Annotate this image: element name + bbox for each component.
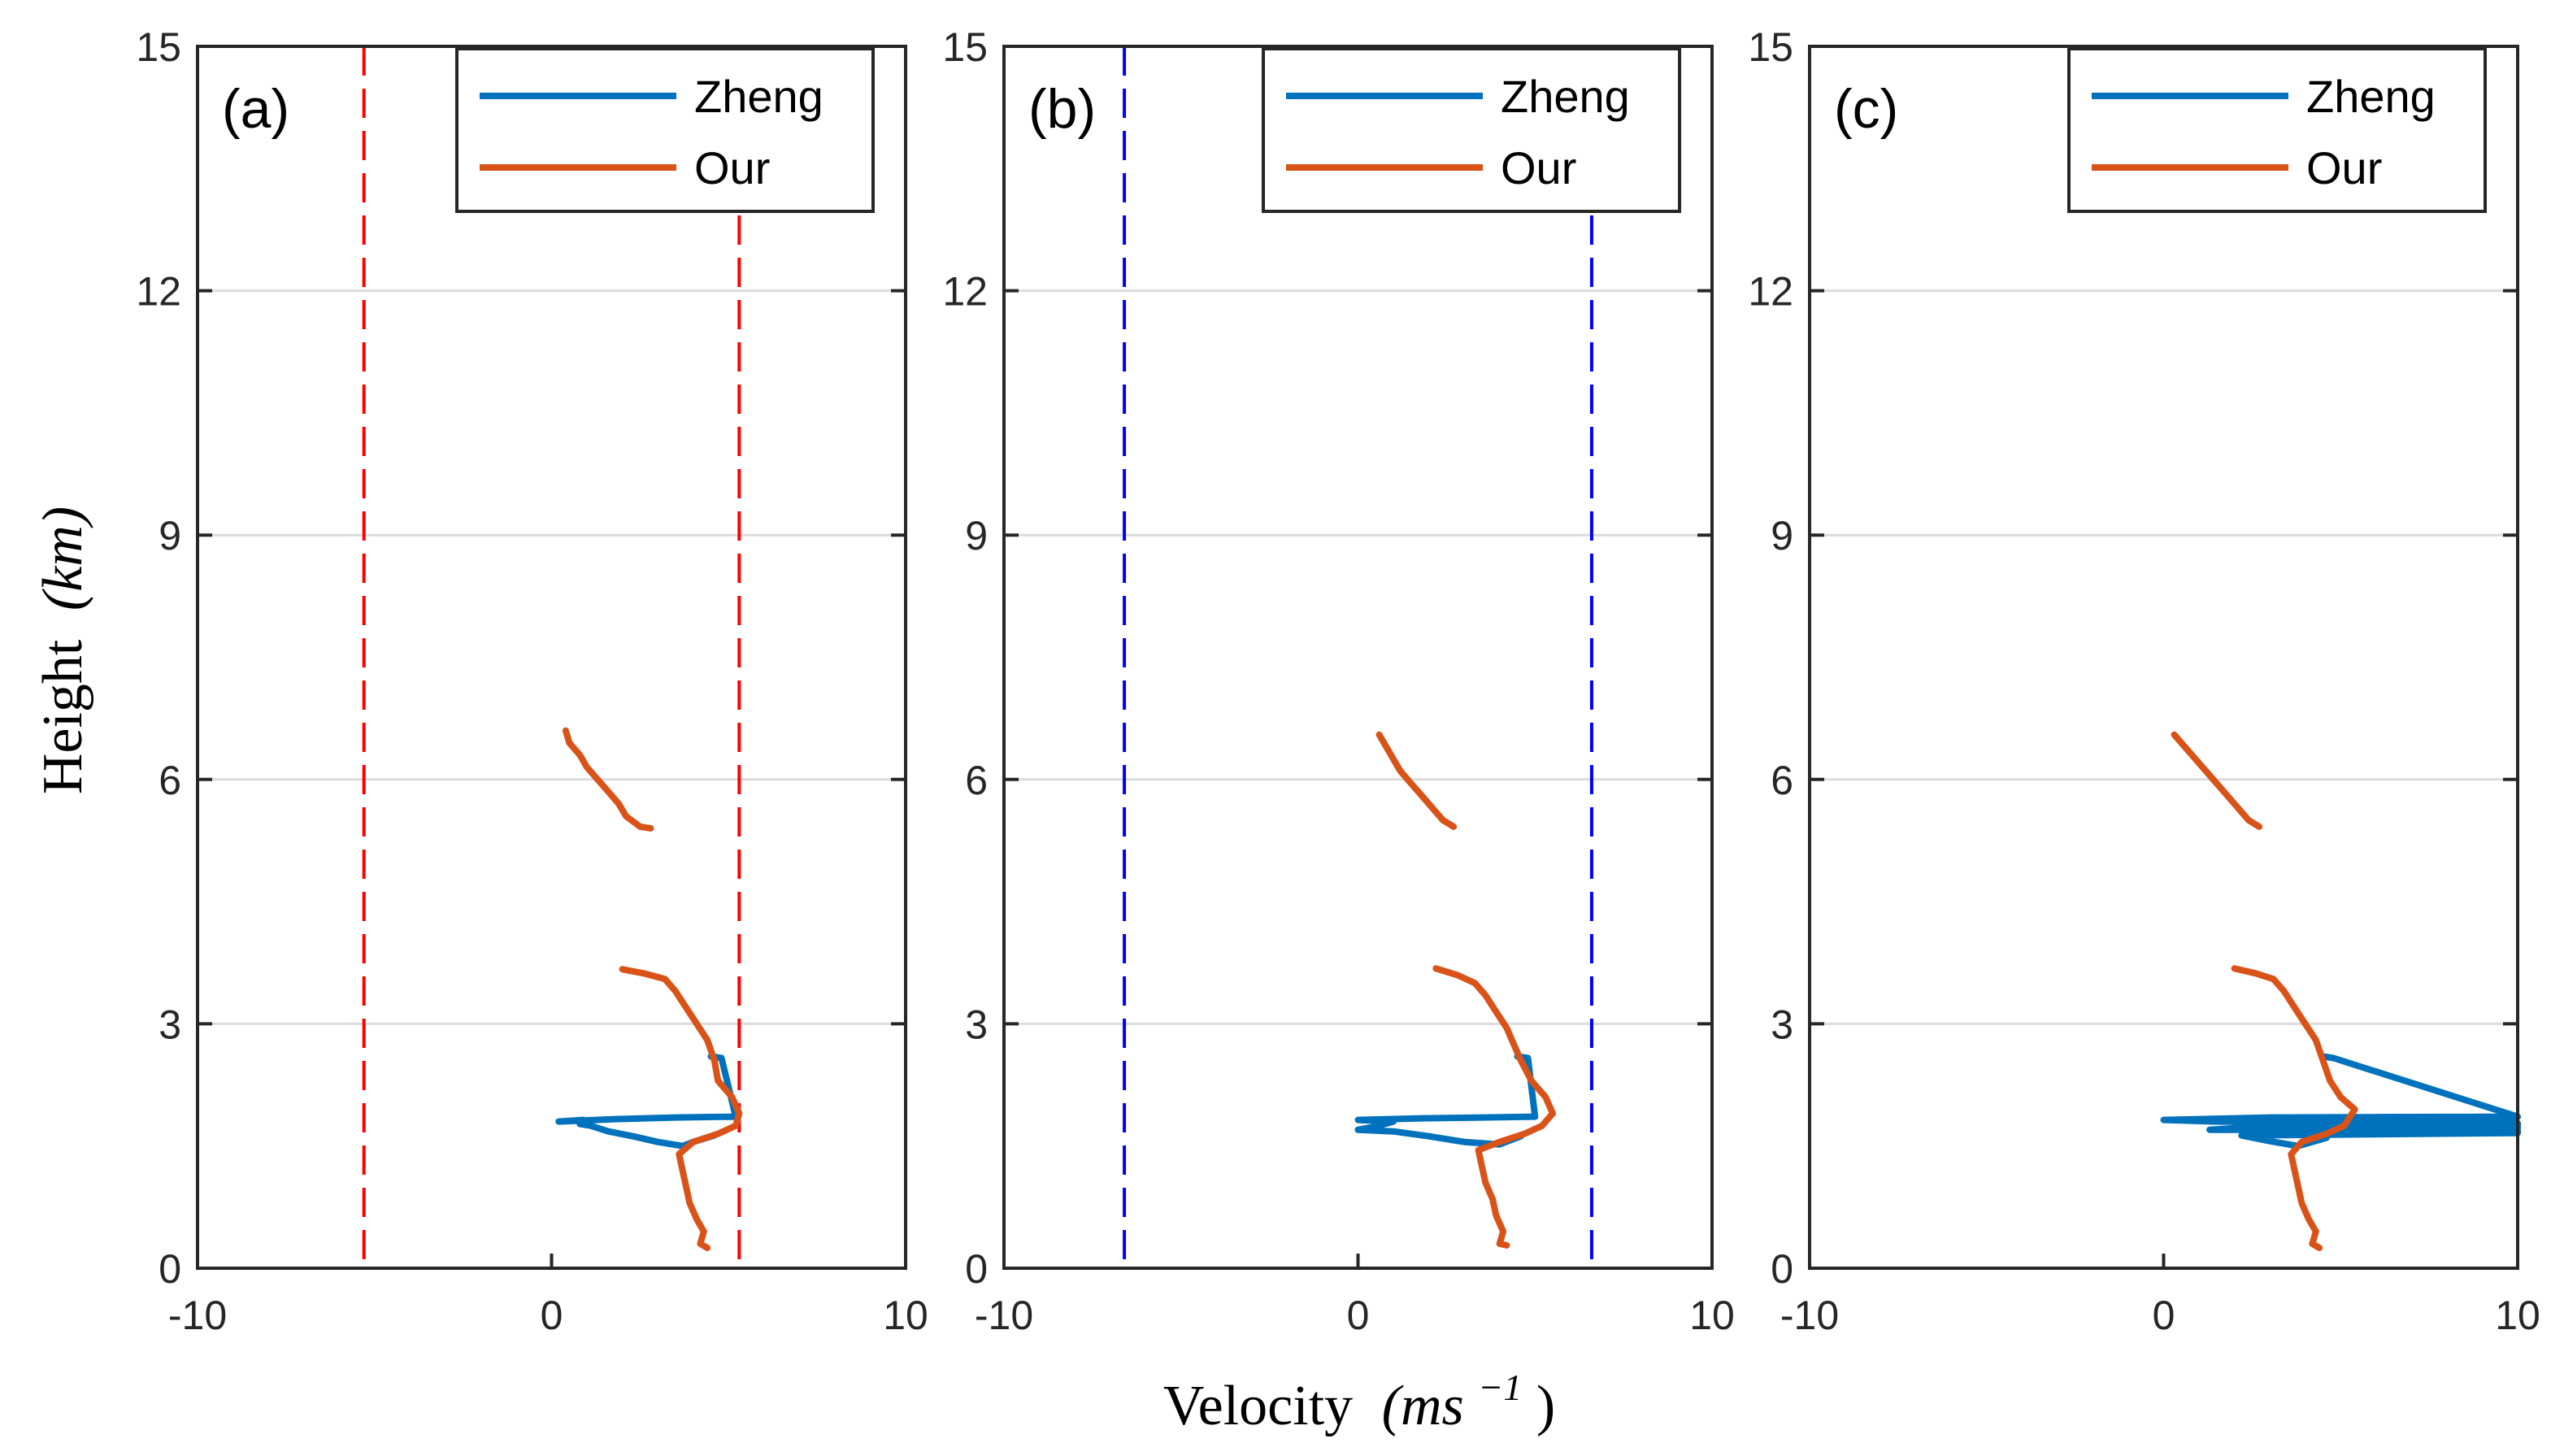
legend-label-our: Our <box>694 142 770 193</box>
panel-label: (a) <box>222 78 289 140</box>
legend-box <box>1262 47 1681 213</box>
x-tick-label: 10 <box>1689 1293 1735 1338</box>
plot-background <box>1004 46 1712 1268</box>
x-tick-label: 0 <box>1347 1293 1370 1338</box>
y-tick-label: 0 <box>965 1246 988 1292</box>
plot-background <box>198 46 906 1268</box>
series-zheng-line <box>2160 1053 2521 1150</box>
legend: Zheng Our <box>455 47 875 213</box>
y-tick-label: 6 <box>965 758 988 803</box>
x-tick-label: 0 <box>2153 1293 2175 1338</box>
plot-background <box>1810 46 2518 1268</box>
y-tick-label: 12 <box>942 269 988 315</box>
y-tick-label: 6 <box>1771 758 1793 803</box>
legend-label-zheng: Zheng <box>694 71 824 122</box>
legend-box <box>2067 47 2487 213</box>
y-tick-label: 6 <box>159 758 181 803</box>
series-zheng-line <box>1354 1053 1539 1148</box>
x-tick-label: -10 <box>168 1293 227 1338</box>
x-tick-label: -10 <box>1780 1293 1839 1338</box>
series-our-line <box>2171 731 2263 830</box>
legend-label-our: Our <box>1501 142 1576 193</box>
y-tick-label: 3 <box>1771 1002 1793 1047</box>
series-our-line <box>1432 965 1556 1249</box>
legend: Zheng Our <box>1262 47 1681 213</box>
y-tick-label: 12 <box>1748 269 1793 315</box>
y-tick-label: 3 <box>965 1002 988 1047</box>
series-zheng-line <box>555 1053 739 1150</box>
panel-label: (c) <box>1834 78 1898 140</box>
y-axis-title: Height (km) <box>32 506 94 794</box>
y-tick-label: 3 <box>159 1002 181 1047</box>
x-axis-title: Velocity (ms −1 ) <box>1163 1350 1555 1437</box>
y-tick-label: 0 <box>159 1246 181 1292</box>
y-tick-label: 12 <box>136 269 181 315</box>
y-tick-label: 15 <box>136 24 181 70</box>
series-our-line <box>619 966 743 1251</box>
y-tick-label: 15 <box>1748 24 1793 70</box>
y-tick-label: 15 <box>942 24 988 70</box>
panel-label: (b) <box>1028 78 1096 140</box>
legend: Zheng Our <box>2067 47 2487 213</box>
x-tick-label: -10 <box>975 1293 1033 1338</box>
series-our-line <box>2231 965 2358 1251</box>
legend-label-our: Our <box>2306 142 2382 193</box>
series-our-line <box>1375 731 1458 830</box>
legend-label-zheng: Zheng <box>1501 71 1630 122</box>
x-tick-label: 0 <box>541 1293 563 1338</box>
legend-box <box>455 47 875 213</box>
series-our-line <box>562 727 654 832</box>
legend-label-zheng: Zheng <box>2306 71 2436 122</box>
x-tick-label: 10 <box>2495 1293 2540 1338</box>
y-tick-label: 9 <box>965 513 988 558</box>
y-tick-label: 9 <box>1771 513 1793 558</box>
y-tick-label: 9 <box>159 513 181 558</box>
x-tick-label: 10 <box>883 1293 928 1338</box>
y-tick-label: 0 <box>1771 1246 1793 1292</box>
